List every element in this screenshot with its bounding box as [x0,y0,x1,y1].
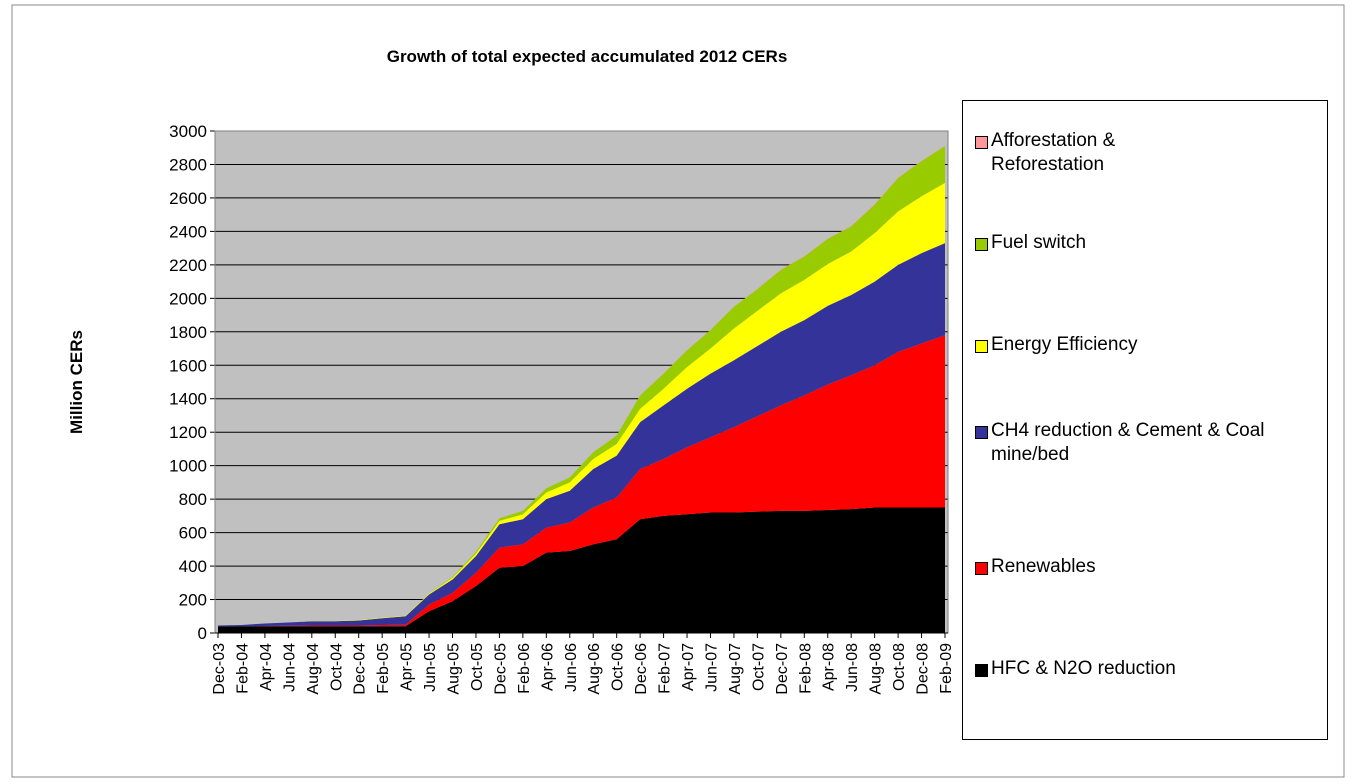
x-tick-label: Apr-04 [258,643,275,691]
x-tick-label: Feb-09 [938,643,955,694]
x-tick-label: Feb-05 [375,643,392,694]
x-tick-label: Apr-05 [399,643,416,691]
legend-item: CH4 reduction & Cement & Coal mine/bed [975,419,1320,467]
x-tick-label: Oct-06 [610,643,627,691]
x-tick-label: Feb-07 [657,643,674,694]
x-tick-label: Dec-05 [492,643,509,695]
y-tick-label: 600 [179,524,207,543]
x-tick-label: Dec-03 [211,643,228,695]
legend-item: HFC & N2O reduction [975,657,1320,681]
legend-label: Afforestation & Reforestation [991,130,1116,175]
y-tick-label: 1200 [169,423,207,442]
y-tick-label: 1400 [169,390,207,409]
x-tick-label: Apr-07 [680,643,697,691]
x-tick-label: Dec-08 [915,643,932,695]
x-tick-label: Oct-05 [469,643,486,691]
x-tick-label: Jun-06 [563,643,580,692]
x-tick-label: Jun-05 [422,643,439,692]
legend-swatch [975,136,988,149]
x-tick-label: Aug-07 [727,643,744,695]
y-tick-label: 800 [179,490,207,509]
y-tick-label: 400 [179,557,207,576]
x-tick-label: Jun-04 [281,643,298,692]
x-tick-label: Aug-05 [446,643,463,695]
legend-item: Energy Efficiency [975,333,1320,357]
x-tick-label: Oct-07 [750,643,767,691]
y-tick-label: 200 [179,591,207,610]
x-tick-label: Jun-08 [844,643,861,692]
chart-title: Growth of total expected accumulated 201… [387,47,788,66]
legend-label: HFC & N2O reduction [991,658,1176,679]
y-tick-label: 2800 [169,155,207,174]
x-tick-label: Dec-07 [774,643,791,695]
y-tick-label: 3000 [169,122,207,141]
y-tick-label: 0 [198,624,207,643]
legend-swatch [975,562,988,575]
legend-item: Fuel switch [975,231,1320,255]
area [218,507,945,633]
legend-label: Energy Efficiency [991,334,1138,355]
x-tick-label: Aug-08 [868,643,885,695]
x-tick-label: Feb-06 [516,643,533,694]
x-tick-label: Feb-04 [234,643,251,694]
legend-swatch [975,238,988,251]
x-tick-label: Oct-04 [328,643,345,691]
legend-label: Renewables [991,556,1096,577]
y-axis-label: Million CERs [67,330,86,434]
y-tick-label: 2600 [169,189,207,208]
legend-label: Fuel switch [991,232,1087,253]
legend-swatch [975,426,988,439]
y-tick-label: 2200 [169,256,207,275]
x-tick-label: Aug-04 [305,643,322,695]
legend-item: Afforestation & Reforestation [975,129,1320,177]
x-tick-label: Oct-08 [891,643,908,691]
legend-swatch [975,340,988,353]
y-tick-label: 2400 [169,222,207,241]
legend-item: Renewables [975,555,1320,579]
y-tick-label: 1800 [169,323,207,342]
legend-label: CH4 reduction & Cement & Coal mine/bed [991,420,1265,465]
x-tick-label: Feb-08 [797,643,814,694]
area [218,335,945,627]
x-tick-label: Jun-07 [703,643,720,692]
y-tick-label: 1000 [169,457,207,476]
x-tick-label: Apr-06 [539,643,556,691]
x-tick-label: Apr-08 [821,643,838,691]
legend: Afforestation & Reforestation Fuel switch… [962,100,1328,740]
x-tick-label: Dec-04 [352,643,369,695]
legend-swatch [975,664,988,677]
x-tick-label: Aug-06 [586,643,603,695]
x-tick-label: Dec-06 [633,643,650,695]
y-tick-label: 1600 [169,356,207,375]
y-tick-label: 2000 [169,289,207,308]
